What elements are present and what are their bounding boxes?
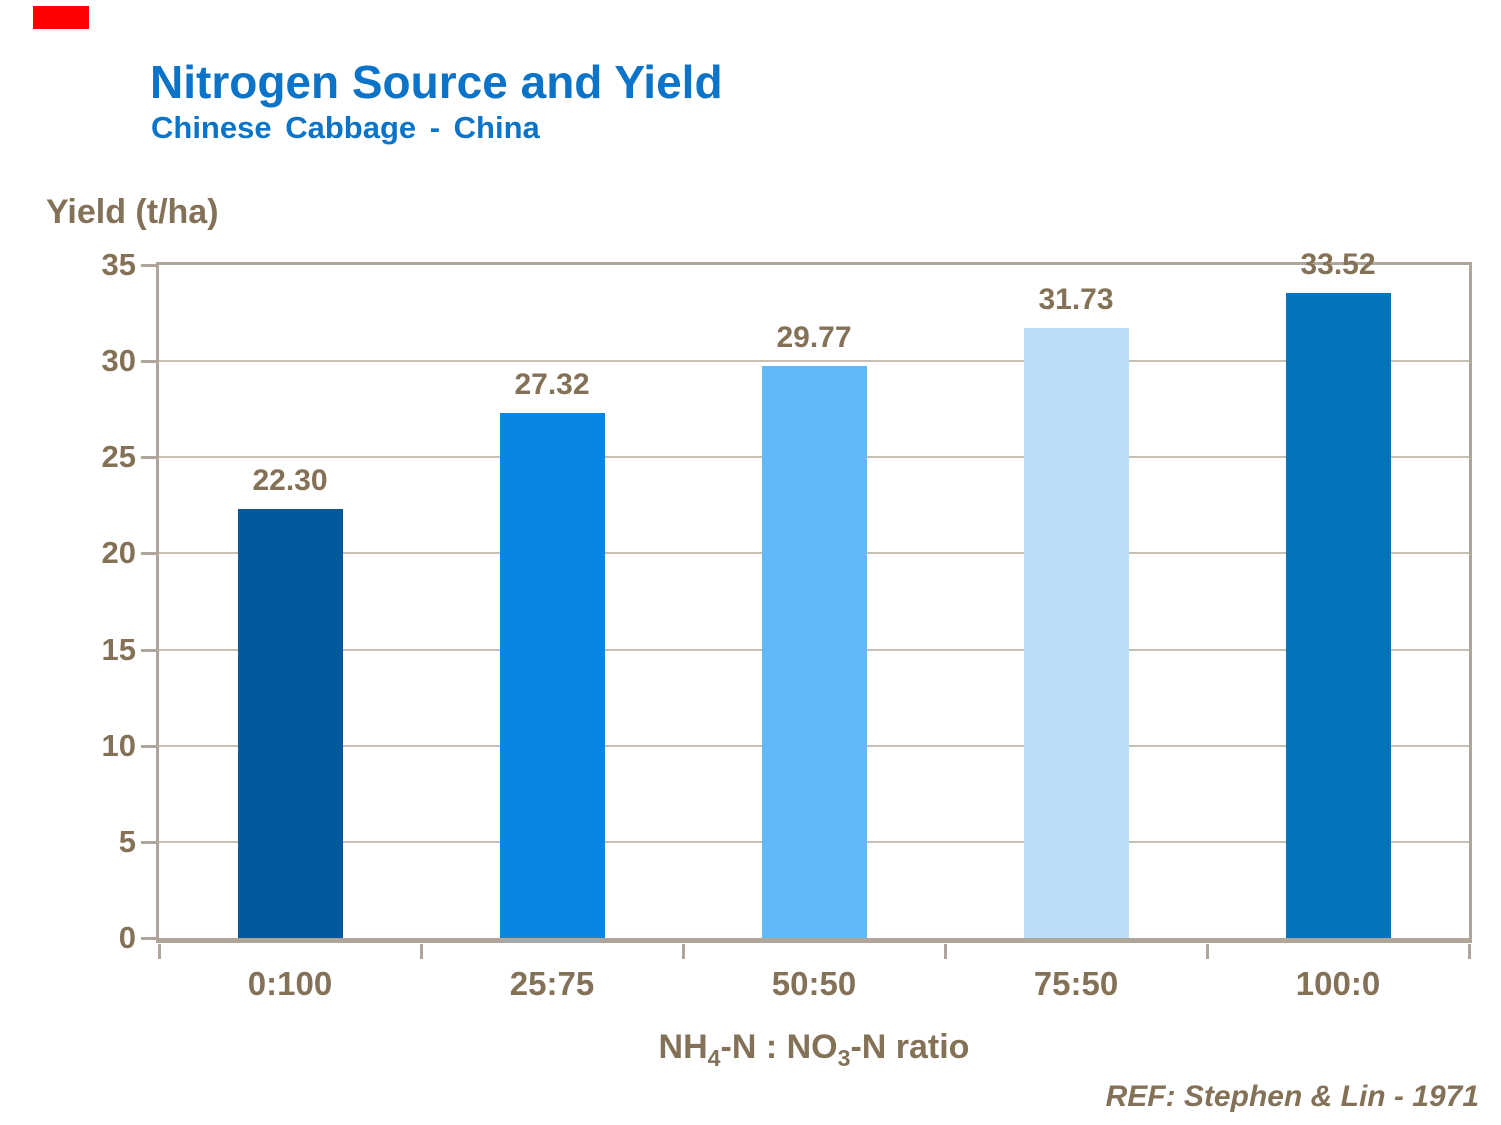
x-axis-title-subscript: 4 [707,1044,721,1071]
y-axis-tick-mark [141,744,157,748]
x-axis-tick-mark [682,944,685,959]
bar-value-label: 29.77 [776,320,852,354]
x-axis-tick-mark [158,944,161,959]
x-axis-category-label: 0:100 [247,965,333,1002]
y-axis-title: Yield (t/ha) [46,193,219,231]
y-axis-tick-label: 25 [101,439,136,475]
x-axis-title-text: -N ratio [850,1028,970,1066]
gridline [159,360,1469,363]
x-axis-tick-mark [420,944,423,959]
bar-value-label: 22.30 [252,464,328,498]
reference-citation: REF: Stephen & Lin - 1971 [1105,1080,1479,1113]
x-axis-title-subscript: 3 [837,1044,851,1071]
bar [237,509,343,938]
bar [1023,327,1129,938]
y-axis-tick-mark [141,937,157,940]
x-axis-tick-mark [944,944,947,959]
y-axis-tick-label: 15 [101,631,136,667]
chart-subtitle: Chinese Cabbage - China [151,110,540,145]
y-axis-tick-mark [141,552,157,556]
y-axis-tick-mark [141,648,157,652]
y-axis-tick-label: 10 [101,727,136,763]
y-axis-tick-label: 20 [101,535,136,571]
y-axis-tick-mark [141,360,157,364]
x-axis-category-label: 100:0 [1295,965,1381,1002]
x-axis-category-label: 75:50 [1033,965,1119,1002]
chart-title: Nitrogen Source and Yield [150,56,723,108]
y-axis-tick-label: 35 [101,247,136,282]
y-axis-tick-label: 30 [101,343,136,379]
bar-value-label: 31.73 [1038,282,1114,316]
y-axis-tick-label: 0 [118,920,136,955]
red-corner-marker [33,6,89,29]
x-axis-title-text: NH [658,1028,708,1066]
x-axis-tick-mark [1468,944,1471,959]
y-axis-tick-label: 5 [118,823,136,859]
bar-value-label: 27.32 [514,367,590,401]
x-axis-category-label: 25:75 [509,965,595,1002]
x-axis-tick-mark [1206,944,1209,959]
x-axis-title-text: -N : NO [720,1028,838,1066]
x-axis-title: NH4-N : NO3-N ratio [156,1028,1472,1072]
bar-value-label: 33.52 [1300,248,1376,282]
y-axis-tick-mark [141,840,157,844]
x-axis-category-label: 50:50 [771,965,857,1002]
y-axis-tick-mark [141,456,157,460]
bar [1285,293,1391,938]
plot-area [156,262,1472,943]
y-axis-tick-mark [141,264,157,267]
bar [499,412,605,938]
bar [761,365,867,938]
